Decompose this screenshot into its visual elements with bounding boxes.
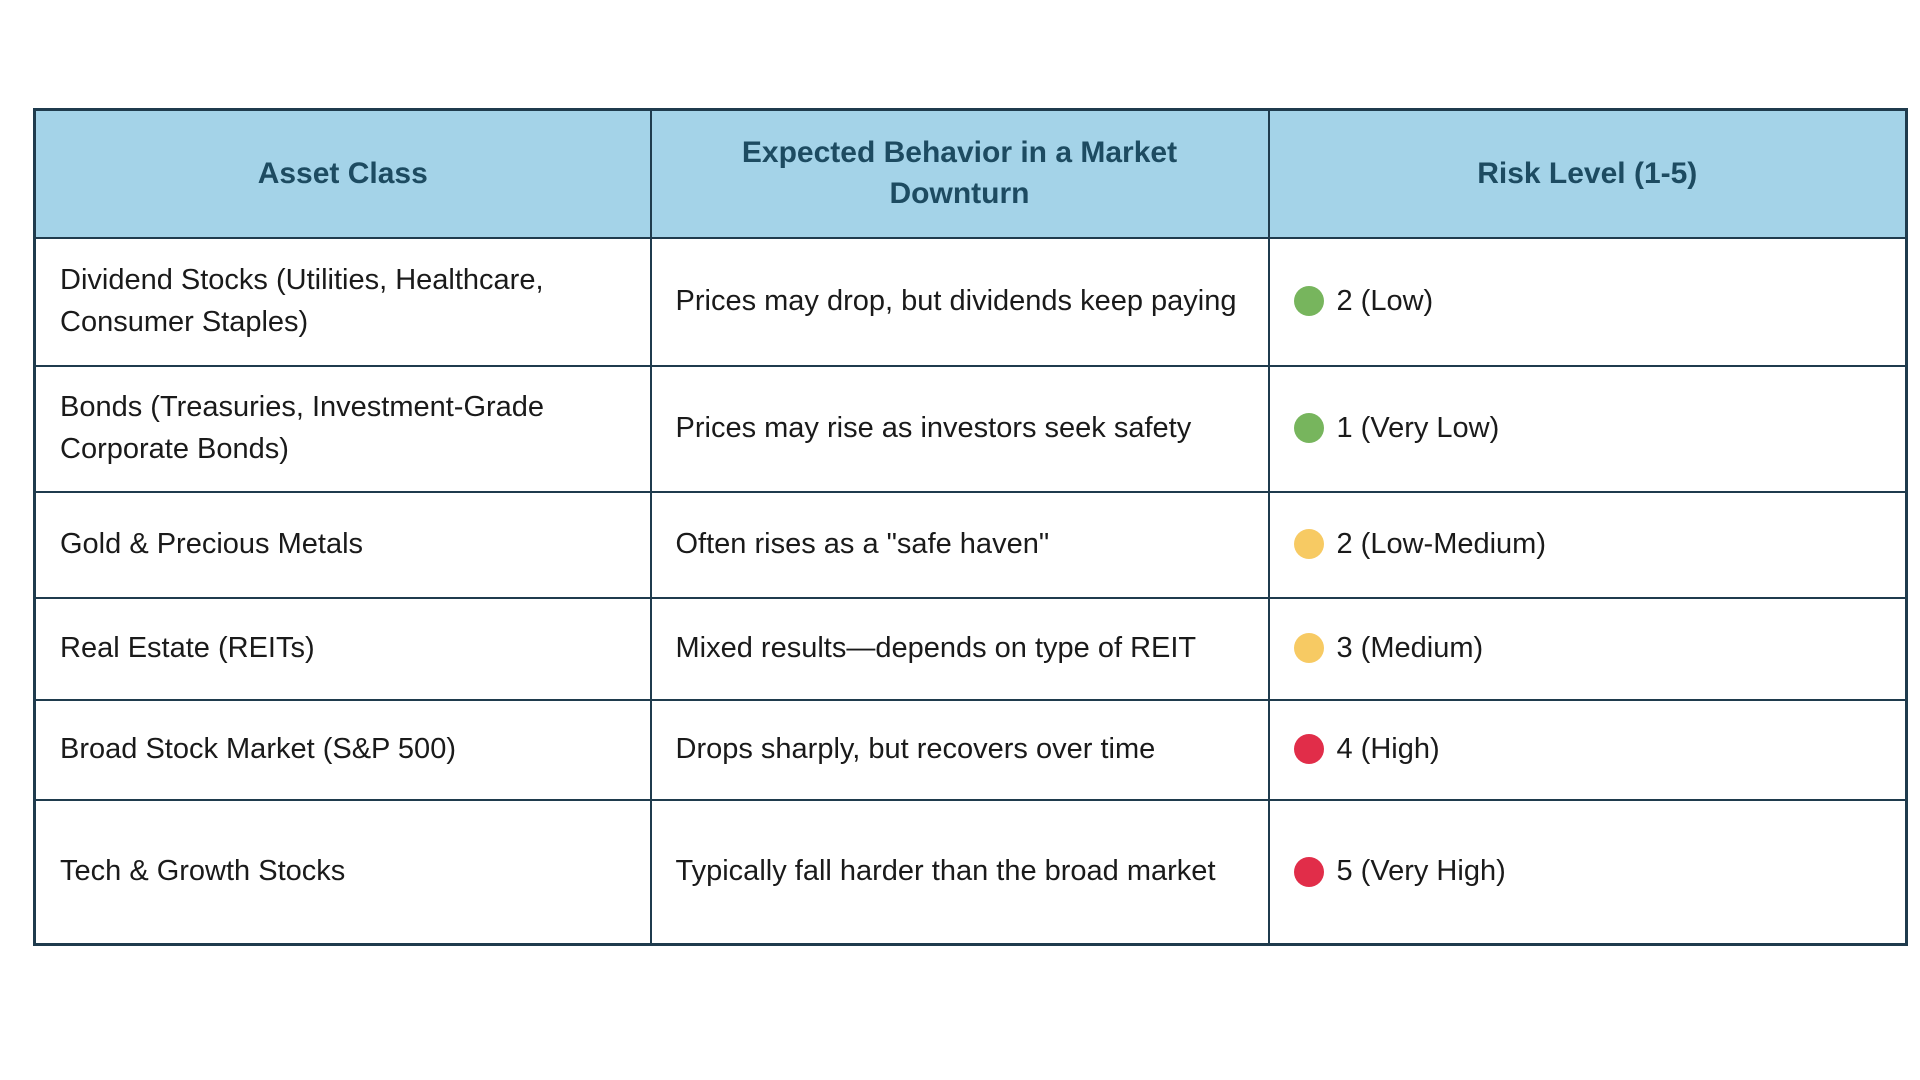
risk-label: 2 (Low) [1336, 284, 1434, 317]
column-header-expected-behavior: Expected Behavior in a Market Downturn [649, 108, 1270, 239]
behavior-cell: Drops sharply, but recovers over time [649, 698, 1270, 801]
asset-class-cell: Broad Stock Market (S&P 500) [33, 698, 652, 801]
behavior-cell: Prices may rise as investors seek safety [649, 364, 1270, 493]
behavior-cell: Prices may drop, but dividends keep payi… [649, 236, 1270, 367]
column-header-asset-class: Asset Class [33, 108, 652, 239]
table-row: Broad Stock Market (S&P 500) Drops sharp… [33, 698, 1908, 801]
asset-class-cell: Real Estate (REITs) [33, 596, 652, 701]
risk-label: 1 (Very Low) [1336, 411, 1500, 444]
risk-label: 5 (Very High) [1336, 855, 1506, 888]
green-dot-icon [1293, 413, 1324, 444]
risk-label: 4 (High) [1336, 732, 1440, 765]
table-row: Tech & Growth Stocks Typically fall hard… [33, 798, 1908, 946]
risk-cell: 5 (Very High) [1267, 798, 1908, 946]
asset-class-cell: Tech & Growth Stocks [33, 798, 652, 946]
risk-label: 2 (Low-Medium) [1336, 527, 1547, 560]
asset-class-cell: Dividend Stocks (Utilities, Healthcare, … [33, 236, 652, 367]
table-row: Bonds (Treasuries, Investment-Grade Corp… [33, 364, 1908, 493]
red-dot-icon [1293, 856, 1324, 887]
asset-class-cell: Gold & Precious Metals [33, 490, 652, 599]
red-dot-icon [1293, 734, 1324, 765]
risk-cell: 2 (Low-Medium) [1267, 490, 1908, 599]
behavior-cell: Mixed results—depends on type of REIT [649, 596, 1270, 701]
table-row: Dividend Stocks (Utilities, Healthcare, … [33, 236, 1908, 367]
table-header-row: Asset Class Expected Behavior in a Marke… [33, 108, 1908, 239]
risk-label: 3 (Medium) [1336, 631, 1484, 664]
table-row: Real Estate (REITs) Mixed results—depend… [33, 596, 1908, 701]
yellow-dot-icon [1293, 529, 1324, 560]
behavior-cell: Typically fall harder than the broad mar… [649, 798, 1270, 946]
column-header-risk-level: Risk Level (1-5) [1267, 108, 1908, 239]
asset-risk-table: Asset Class Expected Behavior in a Marke… [33, 108, 1908, 946]
green-dot-icon [1293, 286, 1324, 317]
behavior-cell: Often rises as a "safe haven" [649, 490, 1270, 599]
asset-risk-table-container: Asset Class Expected Behavior in a Marke… [33, 108, 1908, 946]
risk-cell: 2 (Low) [1267, 236, 1908, 367]
asset-class-cell: Bonds (Treasuries, Investment-Grade Corp… [33, 364, 652, 493]
risk-cell: 3 (Medium) [1267, 596, 1908, 701]
table-row: Gold & Precious Metals Often rises as a … [33, 490, 1908, 599]
yellow-dot-icon [1293, 633, 1324, 664]
risk-cell: 1 (Very Low) [1267, 364, 1908, 493]
risk-cell: 4 (High) [1267, 698, 1908, 801]
